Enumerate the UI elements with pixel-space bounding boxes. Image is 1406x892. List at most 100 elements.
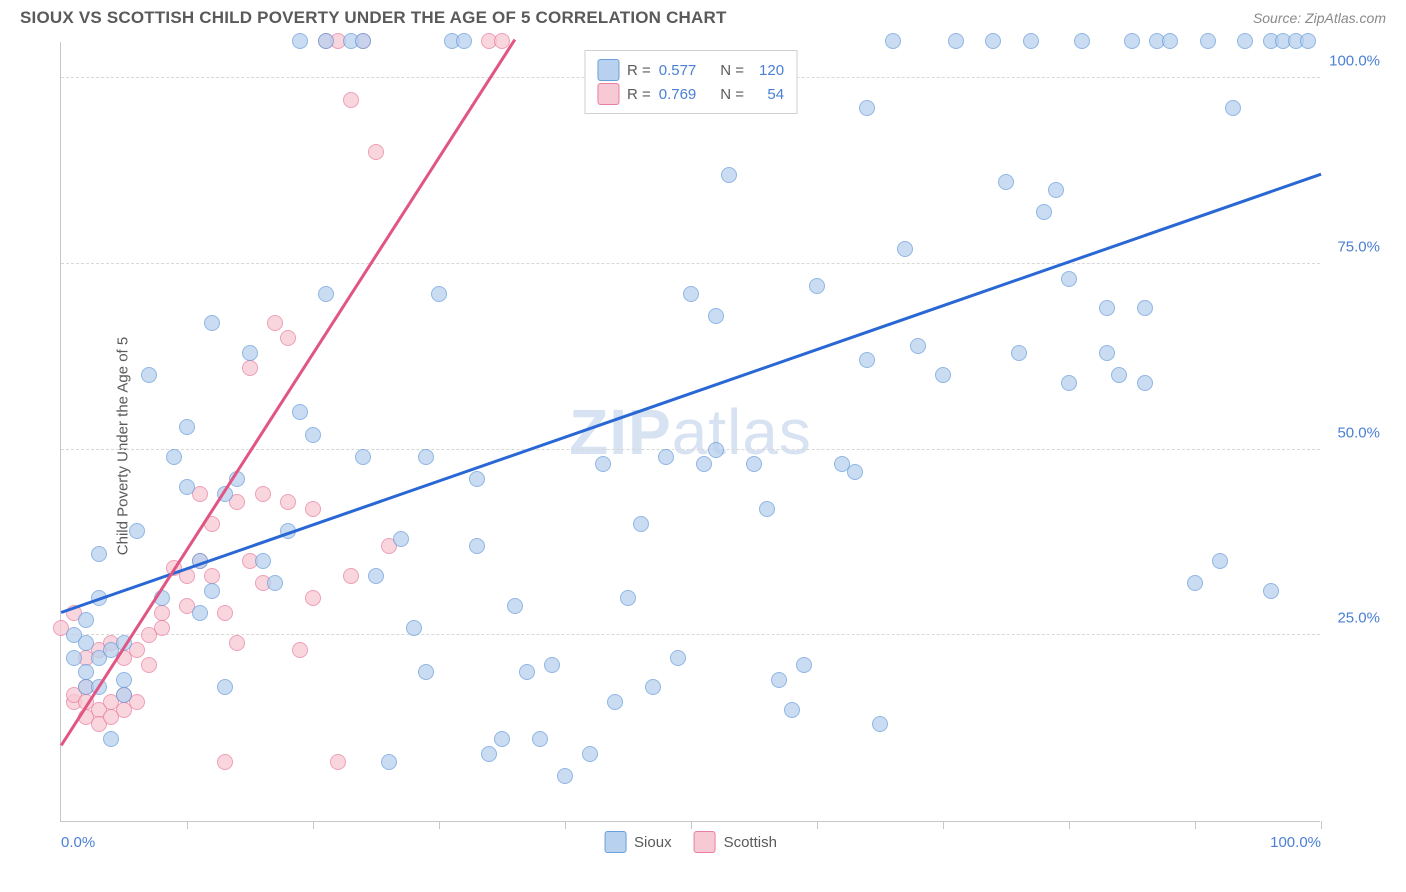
sioux-point bbox=[1111, 367, 1127, 383]
scottish-point bbox=[280, 494, 296, 510]
scatter-chart: ZIPatlas 25.0%50.0%75.0%100.0%0.0%100.0%… bbox=[60, 42, 1320, 822]
sioux-point bbox=[796, 657, 812, 673]
sioux-point bbox=[78, 635, 94, 651]
sioux-point bbox=[91, 546, 107, 562]
sioux-point bbox=[305, 427, 321, 443]
scottish-point bbox=[330, 754, 346, 770]
sioux-point bbox=[1300, 33, 1316, 49]
x-tick bbox=[313, 821, 314, 829]
x-tick bbox=[943, 821, 944, 829]
sioux-point bbox=[1124, 33, 1140, 49]
x-tick bbox=[187, 821, 188, 829]
scottish-legend-swatch-icon bbox=[694, 831, 716, 853]
sioux-point bbox=[1011, 345, 1027, 361]
sioux-point bbox=[885, 33, 901, 49]
sioux-point bbox=[116, 672, 132, 688]
scottish-point bbox=[204, 568, 220, 584]
sioux-point bbox=[1074, 33, 1090, 49]
sioux-point bbox=[910, 338, 926, 354]
sioux-point bbox=[1212, 553, 1228, 569]
sioux-point bbox=[746, 456, 762, 472]
sioux-point bbox=[292, 33, 308, 49]
sioux-point bbox=[721, 167, 737, 183]
sioux-point bbox=[292, 404, 308, 420]
sioux-point bbox=[267, 575, 283, 591]
sioux-point bbox=[595, 456, 611, 472]
stats-box: R =0.577N =120R =0.769N =54 bbox=[584, 50, 797, 114]
scottish-point bbox=[255, 486, 271, 502]
scottish-point bbox=[229, 635, 245, 651]
sioux-point bbox=[670, 650, 686, 666]
sioux-point bbox=[381, 754, 397, 770]
sioux-trend-line bbox=[61, 172, 1322, 613]
scottish-point bbox=[154, 605, 170, 621]
sioux-point bbox=[494, 731, 510, 747]
x-tick bbox=[817, 821, 818, 829]
sioux-point bbox=[645, 679, 661, 695]
scottish-point bbox=[242, 360, 258, 376]
n-label: N = bbox=[720, 86, 744, 103]
scottish-point bbox=[217, 605, 233, 621]
sioux-point bbox=[141, 367, 157, 383]
sioux-point bbox=[607, 694, 623, 710]
y-tick-label: 75.0% bbox=[1337, 238, 1380, 255]
sioux-point bbox=[116, 687, 132, 703]
sioux-point bbox=[897, 241, 913, 257]
sioux-point bbox=[1162, 33, 1178, 49]
sioux-point bbox=[242, 345, 258, 361]
sioux-point bbox=[406, 620, 422, 636]
r-value: 0.769 bbox=[659, 86, 697, 103]
sioux-point bbox=[179, 479, 195, 495]
legend-label: Sioux bbox=[634, 834, 672, 851]
sioux-point bbox=[1099, 300, 1115, 316]
sioux-point bbox=[166, 449, 182, 465]
sioux-point bbox=[78, 612, 94, 628]
sioux-point bbox=[683, 286, 699, 302]
scottish-swatch-icon bbox=[597, 83, 619, 105]
sioux-point bbox=[557, 768, 573, 784]
sioux-point bbox=[1048, 182, 1064, 198]
scottish-point bbox=[343, 568, 359, 584]
scottish-point bbox=[217, 754, 233, 770]
sioux-point bbox=[519, 664, 535, 680]
sioux-point bbox=[582, 746, 598, 762]
sioux-point bbox=[872, 716, 888, 732]
sioux-point bbox=[179, 419, 195, 435]
gridline bbox=[61, 263, 1320, 264]
stats-row-sioux: R =0.577N =120 bbox=[597, 59, 784, 81]
sioux-point bbox=[544, 657, 560, 673]
sioux-point bbox=[355, 449, 371, 465]
y-tick-label: 100.0% bbox=[1329, 53, 1380, 70]
n-value: 54 bbox=[752, 86, 784, 103]
sioux-point bbox=[847, 464, 863, 480]
sioux-point bbox=[948, 33, 964, 49]
sioux-point bbox=[771, 672, 787, 688]
sioux-point bbox=[1237, 33, 1253, 49]
sioux-point bbox=[318, 286, 334, 302]
sioux-point bbox=[217, 679, 233, 695]
scottish-point bbox=[280, 330, 296, 346]
x-tick bbox=[1069, 821, 1070, 829]
legend-label: Scottish bbox=[724, 834, 777, 851]
sioux-point bbox=[204, 315, 220, 331]
sioux-point bbox=[355, 33, 371, 49]
x-tick bbox=[565, 821, 566, 829]
scottish-point bbox=[368, 144, 384, 160]
legend: Sioux Scottish bbox=[604, 831, 777, 853]
chart-title: SIOUX VS SCOTTISH CHILD POVERTY UNDER TH… bbox=[20, 8, 727, 28]
sioux-point bbox=[620, 590, 636, 606]
scottish-point bbox=[141, 657, 157, 673]
legend-item-scottish: Scottish bbox=[694, 831, 777, 853]
scottish-trend-line bbox=[60, 39, 516, 746]
sioux-point bbox=[469, 538, 485, 554]
sioux-point bbox=[1061, 271, 1077, 287]
sioux-point bbox=[1263, 583, 1279, 599]
sioux-swatch-icon bbox=[597, 59, 619, 81]
sioux-point bbox=[1023, 33, 1039, 49]
n-label: N = bbox=[720, 62, 744, 79]
sioux-point bbox=[1225, 100, 1241, 116]
sioux-point bbox=[78, 664, 94, 680]
x-tick-label: 0.0% bbox=[61, 834, 95, 851]
sioux-point bbox=[368, 568, 384, 584]
sioux-point bbox=[204, 583, 220, 599]
